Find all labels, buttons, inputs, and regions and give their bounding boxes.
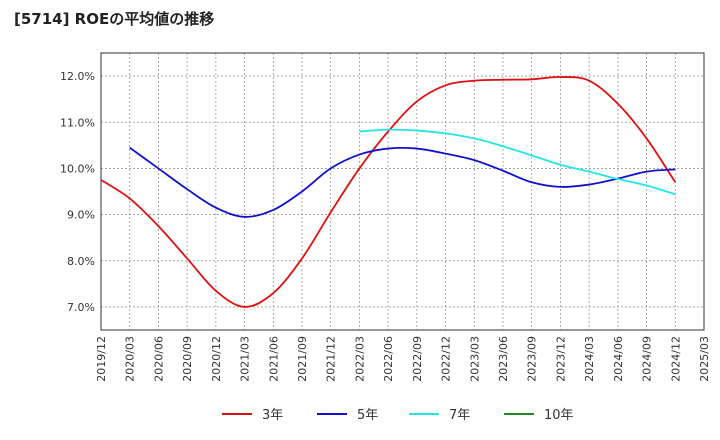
y-tick-label: 8.0% (67, 255, 95, 268)
series-line-3 (359, 128, 676, 196)
chart-title: [5714] ROEの平均値の推移 (14, 10, 215, 28)
x-tick-label: 2022/12 (440, 336, 453, 382)
y-tick-label: 9.0% (67, 209, 95, 222)
x-tick-label: 2021/03 (239, 336, 252, 382)
plot-area (101, 53, 704, 330)
x-tick-label: 2021/12 (325, 336, 338, 382)
x-tick-label: 2023/09 (526, 336, 539, 382)
x-tick-label: 2023/06 (497, 336, 510, 382)
y-tick-label: 12.0% (60, 70, 95, 83)
x-tick-label: 2024/12 (669, 336, 682, 382)
x-tick-label: 2021/09 (296, 336, 309, 382)
x-tick-label: 2024/06 (612, 336, 625, 382)
x-tick-label: 2020/03 (124, 336, 137, 382)
x-tick-label: 2020/06 (152, 336, 165, 382)
x-tick-label: 2022/09 (411, 336, 424, 382)
x-tick-label: 2025/03 (698, 336, 711, 382)
y-tick-label: 11.0% (60, 116, 95, 129)
x-tick-label: 2020/12 (210, 336, 223, 382)
legend-label-2: 5年 (357, 408, 378, 423)
x-tick-label: 2023/03 (468, 336, 481, 382)
legend-label-4: 10年 (544, 408, 574, 423)
x-tick-label: 2022/06 (382, 336, 395, 382)
x-tick-label: 2024/03 (583, 336, 596, 382)
legend-label-1: 3年 (262, 408, 283, 423)
x-tick-label: 2023/12 (554, 336, 567, 382)
x-tick-label: 2022/03 (353, 336, 366, 382)
x-tick-label: 2021/06 (267, 336, 280, 382)
series-line-2 (129, 146, 676, 218)
series-line-1 (100, 76, 677, 308)
x-tick-label: 2019/12 (95, 336, 108, 382)
y-tick-label: 10.0% (60, 162, 95, 175)
legend-label-3: 7年 (449, 408, 470, 423)
x-tick-label: 2020/09 (181, 336, 194, 382)
plot-frame (100, 52, 705, 331)
y-tick-label: 7.0% (67, 301, 95, 314)
x-tick-label: 2024/09 (641, 336, 654, 382)
